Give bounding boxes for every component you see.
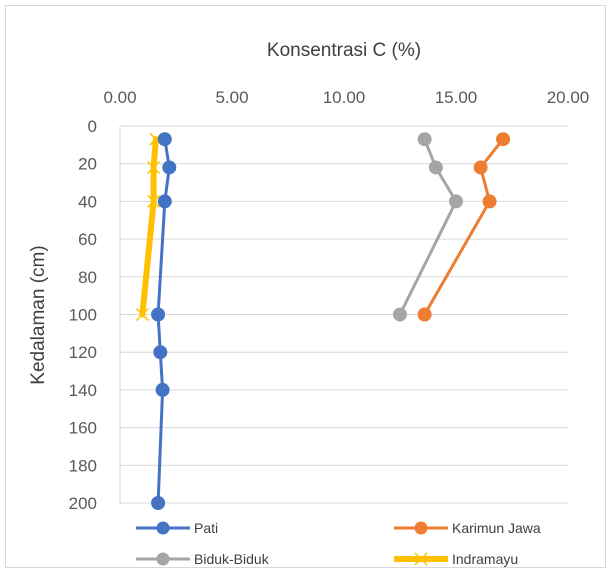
legend-marker	[156, 521, 170, 535]
data-point	[482, 194, 497, 209]
series-karimun-jawa	[417, 132, 511, 322]
y-tick-label: 180	[69, 456, 97, 475]
data-point	[162, 160, 177, 175]
y-tick-label: 0	[88, 117, 97, 136]
legend-marker	[414, 521, 428, 535]
legend-label: Pati	[194, 520, 218, 536]
data-point	[155, 382, 170, 397]
x-tick-labels: 0.00 5.00 10.00 15.00 20.00	[103, 88, 589, 107]
y-tick-label: 20	[78, 155, 97, 174]
data-point	[393, 307, 407, 322]
data-point	[157, 194, 172, 209]
data-point	[449, 194, 463, 209]
x-tick-label: 15.00	[435, 88, 478, 107]
legend-marker	[414, 552, 428, 566]
legend-marker	[156, 552, 170, 566]
legend-label: Karimun Jawa	[452, 520, 541, 536]
x-tick-label: 0.00	[103, 88, 136, 107]
y-tick-label: 80	[78, 268, 97, 287]
legend-label: Indramayu	[452, 551, 518, 567]
legend-label: Biduk-Biduk	[194, 551, 270, 567]
data-point	[153, 345, 168, 360]
gridlines	[119, 125, 568, 504]
y-tick-label: 120	[69, 343, 97, 362]
x-axis-title: Konsentrasi C (%)	[267, 40, 421, 61]
data-point	[147, 160, 161, 175]
y-tick-label: 100	[69, 306, 97, 325]
series-pati	[151, 132, 177, 510]
y-axis-title: Kedalaman (cm)	[28, 245, 49, 384]
series-layer	[135, 132, 511, 510]
data-point	[428, 160, 443, 175]
x-tick-label: 5.00	[215, 88, 248, 107]
data-point	[135, 307, 149, 322]
data-point	[473, 160, 488, 175]
y-tick-label: 40	[78, 192, 97, 211]
legend-item: Biduk-Biduk	[136, 551, 270, 567]
data-point	[147, 194, 161, 208]
legend-item: Indramayu	[394, 551, 518, 567]
series-line	[139, 136, 159, 318]
x-tick-label: 10.00	[323, 88, 366, 107]
chart-frame	[5, 5, 606, 568]
data-point	[151, 307, 166, 322]
y-tick-label: 60	[78, 230, 97, 249]
legend: Pati Karimun Jawa Biduk-Biduk Indramayu	[136, 520, 541, 567]
y-tick-label: 140	[69, 381, 97, 400]
data-point	[417, 132, 432, 147]
data-point	[157, 132, 172, 147]
data-point	[417, 307, 432, 322]
legend-item: Pati	[136, 520, 218, 536]
y-tick-labels: 0 20 40 60 80 100 120 140 160 180 200	[69, 117, 97, 513]
y-tick-label: 200	[69, 494, 97, 513]
data-point	[151, 496, 166, 510]
series-line	[398, 137, 458, 316]
y-tick-label: 160	[69, 419, 97, 438]
x-tick-label: 20.00	[547, 88, 590, 107]
legend-item: Karimun Jawa	[394, 520, 541, 536]
data-point	[496, 132, 511, 147]
series-line	[423, 137, 505, 316]
series-biduk-biduk	[393, 132, 463, 322]
